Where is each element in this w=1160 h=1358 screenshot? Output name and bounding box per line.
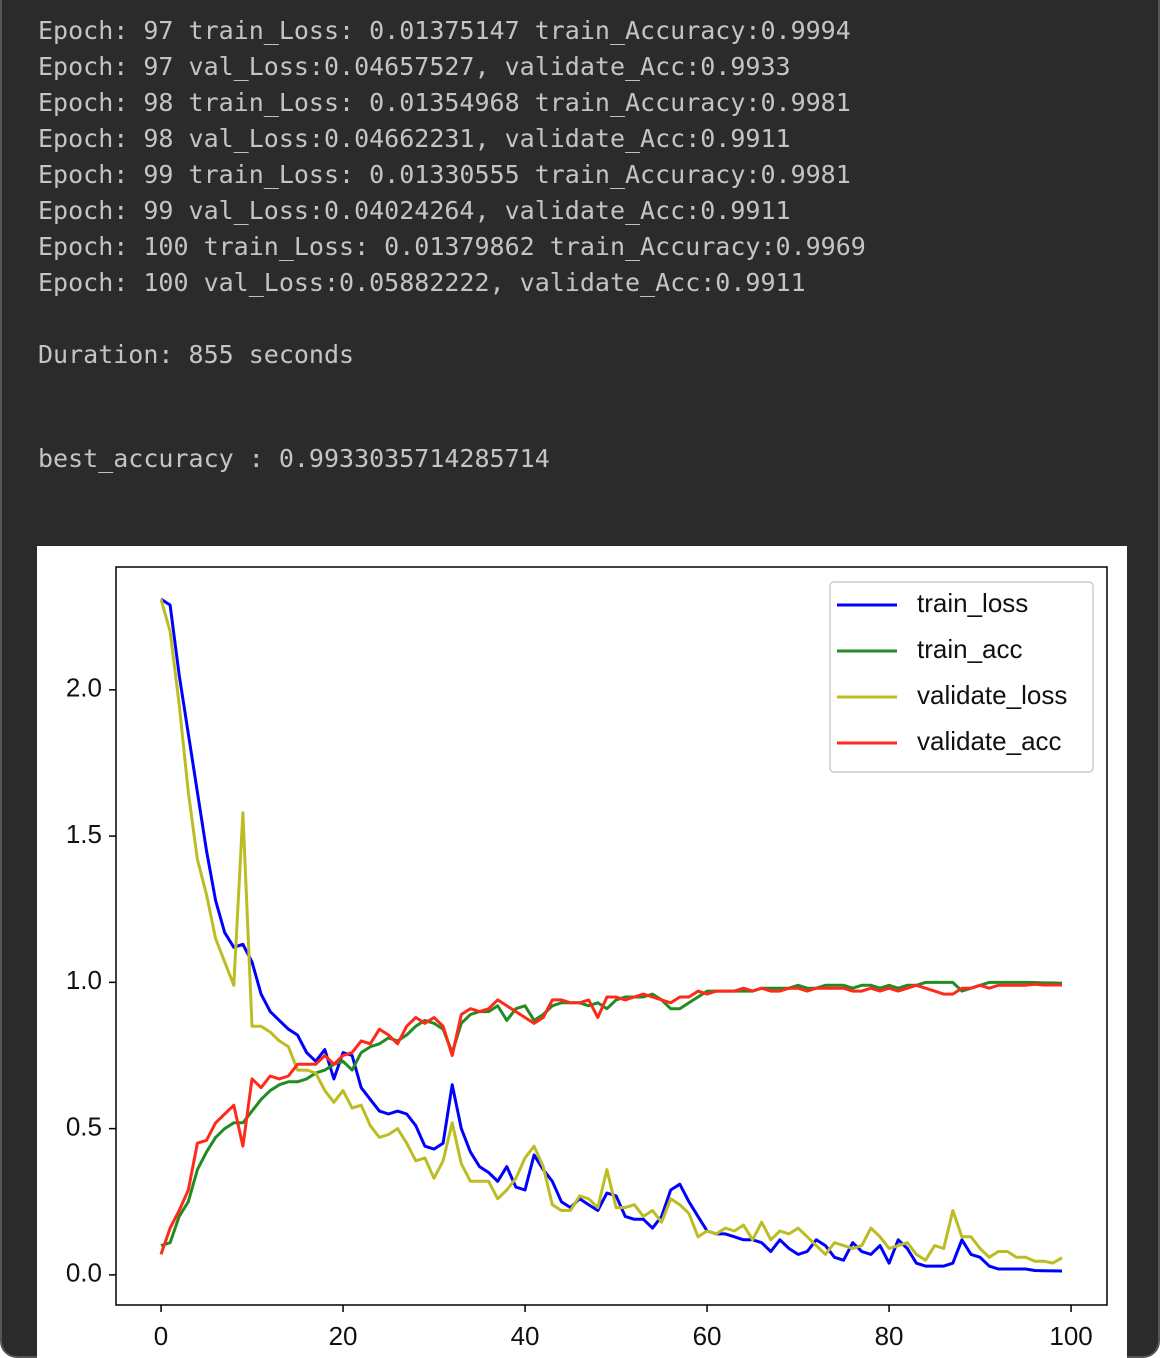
legend-label: train_loss (917, 588, 1028, 618)
log-line: Epoch: 98 train_Loss: 0.01354968 train_A… (38, 88, 851, 117)
y-tick-label: 0.0 (66, 1258, 102, 1288)
log-line: Epoch: 97 val_Loss:0.04657527, validate_… (38, 52, 791, 81)
legend-label: validate_loss (917, 680, 1067, 710)
x-tick-label: 80 (875, 1321, 904, 1351)
y-tick-label: 2.0 (66, 673, 102, 703)
x-tick-label: 100 (1049, 1321, 1092, 1351)
log-line: Epoch: 100 val_Loss:0.05882222, validate… (38, 268, 806, 297)
log-line: Epoch: 99 val_Loss:0.04024264, validate_… (38, 196, 791, 225)
log-line: Epoch: 99 train_Loss: 0.01330555 train_A… (38, 160, 851, 189)
x-tick-label: 40 (511, 1321, 540, 1351)
series-line (159, 982, 1062, 1255)
log-line: Epoch: 100 train_Loss: 0.01379862 train_… (38, 232, 866, 261)
x-tick-label: 20 (329, 1321, 358, 1351)
duration: Duration: 855 seconds (38, 340, 354, 369)
legend-label: train_acc (917, 634, 1023, 664)
x-tick-label: 60 (693, 1321, 722, 1351)
log-line: Epoch: 97 train_Loss: 0.01375147 train_A… (38, 16, 851, 45)
legend-box (829, 581, 1094, 773)
log-line: Epoch: 98 val_Loss:0.04662231, validate_… (38, 124, 791, 153)
y-tick-label: 1.5 (66, 819, 102, 849)
y-tick-label: 1.0 (66, 965, 102, 995)
legend-label: validate_acc (917, 726, 1062, 756)
y-tick-label: 0.5 (66, 1111, 102, 1141)
best-accuracy: best_accuracy : 0.9933035714285714 (38, 444, 550, 473)
plot-frame (115, 566, 1108, 1306)
x-tick-label: 0 (154, 1321, 168, 1351)
series-line (159, 598, 1063, 1265)
